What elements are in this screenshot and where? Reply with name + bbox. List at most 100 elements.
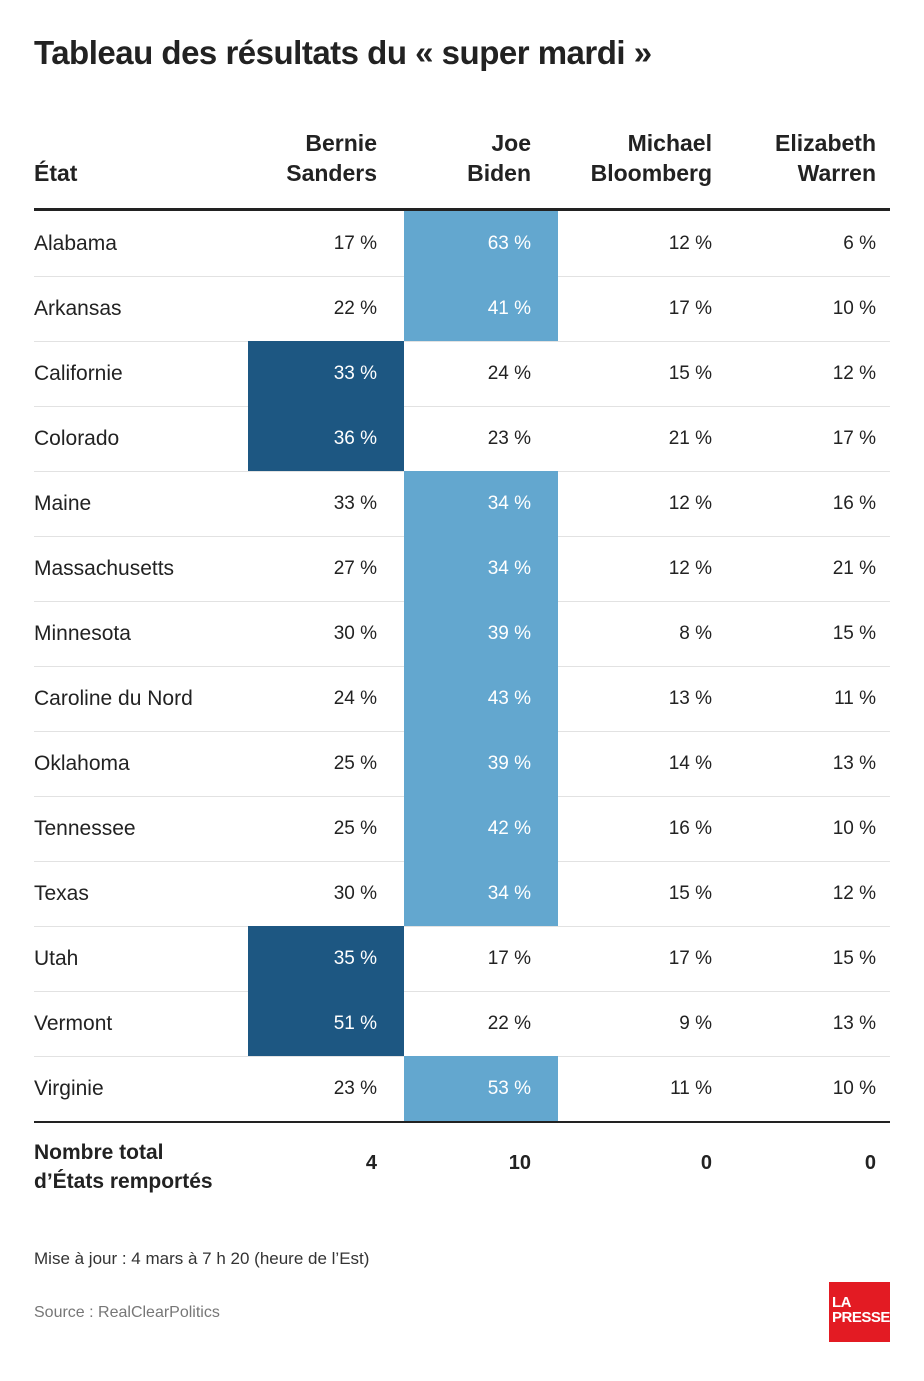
value-sanders-virginie: 23 %: [333, 1078, 377, 1099]
state-name-oklahoma: Oklahoma: [34, 752, 130, 775]
value-warren-tennessee: 10 %: [832, 818, 876, 839]
value-warren-oklahoma: 13 %: [832, 753, 876, 774]
totals-rule: [34, 1121, 890, 1123]
value-bloomberg-oklahoma: 14 %: [668, 753, 712, 774]
value-biden-colorado: 23 %: [487, 428, 531, 449]
winner-highlight-caroline-du-nord: [404, 666, 558, 731]
winner-highlight-maine: [404, 471, 558, 536]
header-bloomberg-line1: Michael: [627, 130, 712, 156]
value-biden-tennessee: 42 %: [487, 818, 531, 839]
value-warren-maine: 16 %: [832, 493, 876, 514]
value-sanders-oklahoma: 25 %: [333, 753, 377, 774]
value-bloomberg-maine: 12 %: [668, 493, 712, 514]
value-sanders-alabama: 17 %: [333, 233, 377, 254]
state-name-utah: Utah: [34, 947, 79, 970]
header-sanders-line1: Bernie: [305, 130, 377, 156]
winner-highlight-vermont: [248, 991, 404, 1056]
value-bloomberg-tennessee: 16 %: [668, 818, 712, 839]
winner-highlight-tennessee: [404, 796, 558, 861]
header-warren-line1: Elizabeth: [775, 130, 876, 156]
header-biden-line2: Biden: [467, 160, 531, 186]
logo-line1: LA: [832, 1294, 852, 1311]
value-warren-utah: 15 %: [832, 948, 876, 969]
row-separator: [34, 341, 890, 342]
winner-highlight-texas: [404, 861, 558, 926]
value-warren-vermont: 13 %: [832, 1013, 876, 1034]
winner-highlight-utah: [248, 926, 404, 991]
value-warren-minnesota: 15 %: [832, 623, 876, 644]
total-bloomberg: 0: [700, 1152, 712, 1174]
header-sanders-line2: Sanders: [286, 160, 377, 186]
state-name-colorado: Colorado: [34, 427, 120, 450]
winner-highlight-arkansas: [404, 276, 558, 341]
value-biden-californie: 24 %: [487, 363, 531, 384]
value-bloomberg-alabama: 12 %: [668, 233, 712, 254]
value-sanders-utah: 35 %: [333, 948, 377, 969]
value-warren-texas: 12 %: [832, 883, 876, 904]
value-warren-colorado: 17 %: [832, 428, 876, 449]
value-bloomberg-vermont: 9 %: [679, 1013, 712, 1034]
state-name-caroline-du-nord: Caroline du Nord: [34, 687, 193, 710]
value-biden-virginie: 53 %: [487, 1078, 531, 1099]
value-bloomberg-californie: 15 %: [668, 363, 712, 384]
value-bloomberg-virginie: 11 %: [670, 1078, 712, 1099]
state-name-virginie: Virginie: [34, 1077, 104, 1100]
value-biden-vermont: 22 %: [487, 1013, 531, 1034]
logo-line2: PRESSE: [832, 1309, 890, 1326]
value-sanders-vermont: 51 %: [333, 1013, 377, 1034]
winner-highlight-virginie: [404, 1056, 558, 1121]
value-sanders-texas: 30 %: [333, 883, 377, 904]
header-sanders: Bernie Sanders: [250, 128, 377, 188]
value-bloomberg-massachusetts: 12 %: [668, 558, 712, 579]
totals-label-line2: d’États remportés: [34, 1170, 213, 1193]
state-name-arkansas: Arkansas: [34, 297, 122, 320]
chart-title: Tableau des résultats du « super mardi »: [34, 34, 652, 71]
state-name-maine: Maine: [34, 492, 92, 515]
value-warren-californie: 12 %: [832, 363, 876, 384]
state-name-tennessee: Tennessee: [34, 817, 136, 840]
total-warren: 0: [864, 1152, 876, 1174]
value-bloomberg-texas: 15 %: [668, 883, 712, 904]
row-separator: [34, 926, 890, 927]
winner-highlight-minnesota: [404, 601, 558, 666]
value-warren-massachusetts: 21 %: [832, 558, 876, 579]
value-bloomberg-caroline-du-nord: 13 %: [668, 688, 712, 709]
winner-highlight-oklahoma: [404, 731, 558, 796]
value-biden-minnesota: 39 %: [487, 623, 531, 644]
header-bloomberg: Michael Bloomberg: [560, 128, 712, 188]
value-sanders-californie: 33 %: [333, 363, 377, 384]
value-sanders-colorado: 36 %: [333, 428, 377, 449]
state-name-californie: Californie: [34, 362, 123, 385]
value-biden-arkansas: 41 %: [487, 298, 531, 319]
state-name-alabama: Alabama: [34, 232, 117, 255]
header-state: État: [34, 158, 77, 188]
header-rule: [34, 208, 890, 211]
value-sanders-caroline-du-nord: 24 %: [333, 688, 377, 709]
state-name-minnesota: Minnesota: [34, 622, 131, 645]
value-biden-texas: 34 %: [487, 883, 531, 904]
value-sanders-minnesota: 30 %: [333, 623, 377, 644]
header-bloomberg-line2: Bloomberg: [590, 160, 712, 186]
header-biden: Joe Biden: [404, 128, 531, 188]
update-note: Mise à jour : 4 mars à 7 h 20 (heure de …: [34, 1249, 370, 1268]
value-bloomberg-colorado: 21 %: [668, 428, 712, 449]
value-biden-oklahoma: 39 %: [487, 753, 531, 774]
la-presse-logo: LA PRESSE: [829, 1282, 890, 1342]
state-name-massachusetts: Massachusetts: [34, 557, 175, 580]
totals-label: Nombre total d’États remportés: [34, 1138, 213, 1196]
value-warren-virginie: 10 %: [832, 1078, 876, 1099]
value-bloomberg-utah: 17 %: [668, 948, 712, 969]
value-biden-alabama: 63 %: [487, 233, 531, 254]
header-state-label: État: [34, 160, 78, 186]
total-sanders: 4: [365, 1152, 377, 1174]
value-biden-utah: 17 %: [487, 948, 531, 969]
header-warren: Elizabeth Warren: [720, 128, 876, 188]
winner-highlight-californie: [248, 341, 404, 406]
source-note: Source : RealClearPolitics: [34, 1304, 220, 1321]
state-name-vermont: Vermont: [34, 1012, 113, 1035]
value-warren-alabama: 6 %: [843, 233, 876, 254]
value-bloomberg-minnesota: 8 %: [679, 623, 712, 644]
value-sanders-maine: 33 %: [333, 493, 377, 514]
value-biden-massachusetts: 34 %: [487, 558, 531, 579]
row-separator: [34, 406, 890, 407]
